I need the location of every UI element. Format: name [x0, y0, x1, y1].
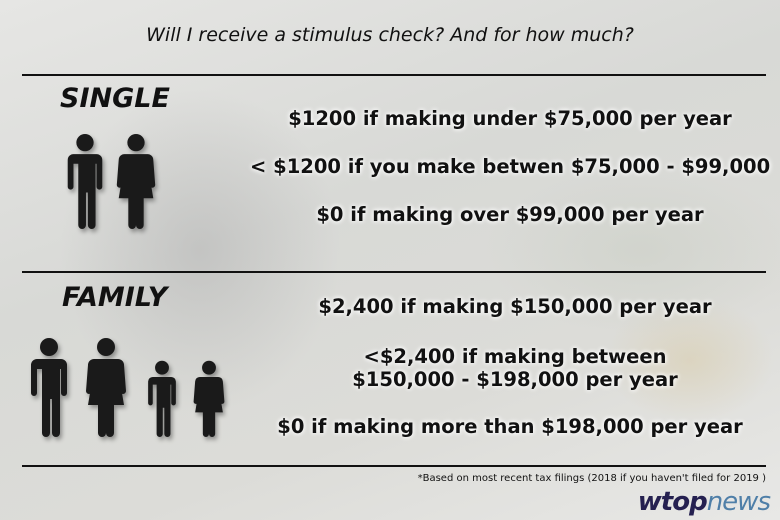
woman-icon	[113, 133, 159, 229]
logo-news: news	[706, 487, 771, 517]
single-line-1: $1200 if making under $75,000 per year	[288, 107, 732, 130]
footnote: *Based on most recent tax filings (2018 …	[417, 473, 766, 484]
girl-icon	[189, 360, 229, 437]
woman-icon	[80, 337, 132, 437]
divider	[22, 74, 766, 76]
logo-wtop: wtop	[637, 487, 708, 517]
divider	[22, 271, 766, 273]
single-heading: SINGLE	[60, 83, 170, 114]
divider	[22, 465, 766, 467]
wtop-news-logo: wtopnews	[637, 487, 771, 517]
man-icon	[24, 337, 74, 437]
family-line-1: $2,400 if making $150,000 per year	[318, 295, 712, 318]
single-line-2: < $1200 if you make betwen $75,000 - $99…	[250, 155, 771, 178]
family-line-2b: $150,000 - $198,000 per year	[352, 368, 678, 391]
family-heading: FAMILY	[62, 282, 168, 313]
page-title: Will I receive a stimulus check? And for…	[146, 24, 634, 46]
single-line-3: $0 if making over $99,000 per year	[316, 203, 704, 226]
family-line-2a: <$2,400 if making between	[363, 345, 667, 368]
man-icon	[63, 133, 107, 229]
family-line-3: $0 if making more than $198,000 per year	[277, 415, 743, 438]
boy-icon	[143, 360, 181, 437]
